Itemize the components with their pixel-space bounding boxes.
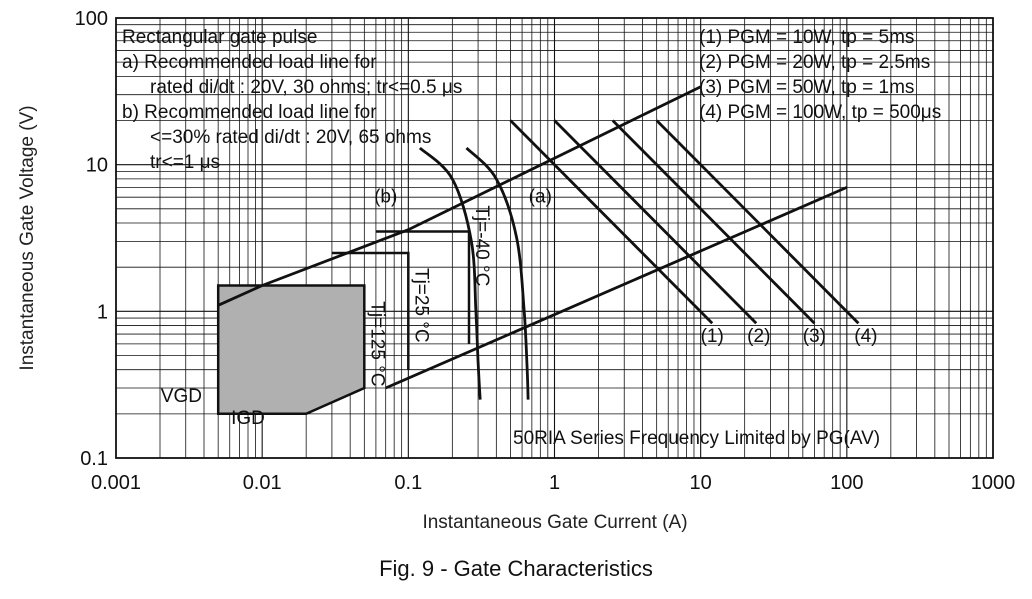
annotation-label: VGD xyxy=(161,386,202,407)
notes: Rectangular gate pulse a) Recommended loa… xyxy=(122,27,941,449)
series-7-line xyxy=(385,186,848,390)
y-tick-label: 10 xyxy=(86,155,108,177)
annotation-label: (a) xyxy=(529,187,552,208)
series-2-line xyxy=(553,119,758,325)
annotation-label: Tj=125 °C xyxy=(367,301,388,386)
x-tick-label: 1000 xyxy=(971,472,1016,494)
y-tick-label: 100 xyxy=(75,8,108,30)
legend-line: (1) PGM = 10W, tp = 5ms xyxy=(699,27,914,48)
x-tick-labels: 0.001 0.01 0.1 1 10 100 1000 xyxy=(91,472,1015,494)
y-axis-title: Instantaneous Gate Voltage (V) xyxy=(17,105,38,370)
x-tick-label: 0.01 xyxy=(243,472,282,494)
series-1-line xyxy=(509,119,714,325)
x-tick-label: 1 xyxy=(549,472,560,494)
note-line: a) Recommended load line for xyxy=(122,52,377,73)
annotation-label: Tj=-40 °C xyxy=(471,205,492,286)
legend-line: (3) PGM = 50W, tp = 1ms xyxy=(699,77,914,98)
note-line: <=30% rated di/dt : 20V, 65 ohms xyxy=(150,127,431,148)
series-4-line xyxy=(655,119,860,325)
note-line: tr<=1 μs xyxy=(150,152,220,173)
annotation-label: (3) xyxy=(803,326,826,347)
annotations: (a) (b) (1) (2) (3) (4) VGD IGD Tj=-40 °C Tj=25 °… xyxy=(161,187,878,430)
plot-frame xyxy=(115,17,994,459)
figure-caption: Fig. 9 - Gate Characteristics xyxy=(379,556,653,581)
series-3-line xyxy=(611,119,816,325)
x-tick-label: 100 xyxy=(830,472,863,494)
series-a-line xyxy=(465,146,530,400)
x-tick-label: 10 xyxy=(690,472,712,494)
x-tick-label: 0.001 xyxy=(91,472,141,494)
annotation-label: (b) xyxy=(374,187,397,208)
annotation-label: Tj=25 °C xyxy=(411,268,432,343)
series-b-line xyxy=(418,146,482,400)
note-line: b) Recommended load line for xyxy=(122,102,377,123)
legend-line: (2) PGM = 20W, tp = 2.5ms xyxy=(699,52,930,73)
y-tick-labels: 0.1 1 10 100 xyxy=(75,8,108,470)
annotation-label: (2) xyxy=(747,326,770,347)
annotation-label: IGD xyxy=(231,408,265,429)
note-line: rated di/dt : 20V, 30 ohms; tr<=0.5 μs xyxy=(150,77,462,98)
series-6-line xyxy=(217,85,702,307)
x-tick-label: 0.1 xyxy=(394,472,422,494)
gate-characteristics-chart: 0.001 0.01 0.1 1 10 100 1000 0.1 1 10 100 Rectang… xyxy=(17,8,1015,533)
legend-line: (4) PGM = 100W, tp = 500μs xyxy=(699,102,941,123)
bottom-note: 50RIA Series Frequency Limited by PG(AV) xyxy=(513,428,880,449)
curves xyxy=(217,85,860,400)
annotation-label: (4) xyxy=(854,326,877,347)
region-tj-125-c xyxy=(216,284,366,416)
region-tj-25-c xyxy=(331,251,410,370)
note-line: Rectangular gate pulse xyxy=(122,27,317,48)
x-axis-title: Instantaneous Gate Current (A) xyxy=(422,512,687,533)
annotation-label: (1) xyxy=(701,326,724,347)
y-tick-label: 0.1 xyxy=(80,448,108,470)
y-tick-label: 1 xyxy=(97,301,108,323)
